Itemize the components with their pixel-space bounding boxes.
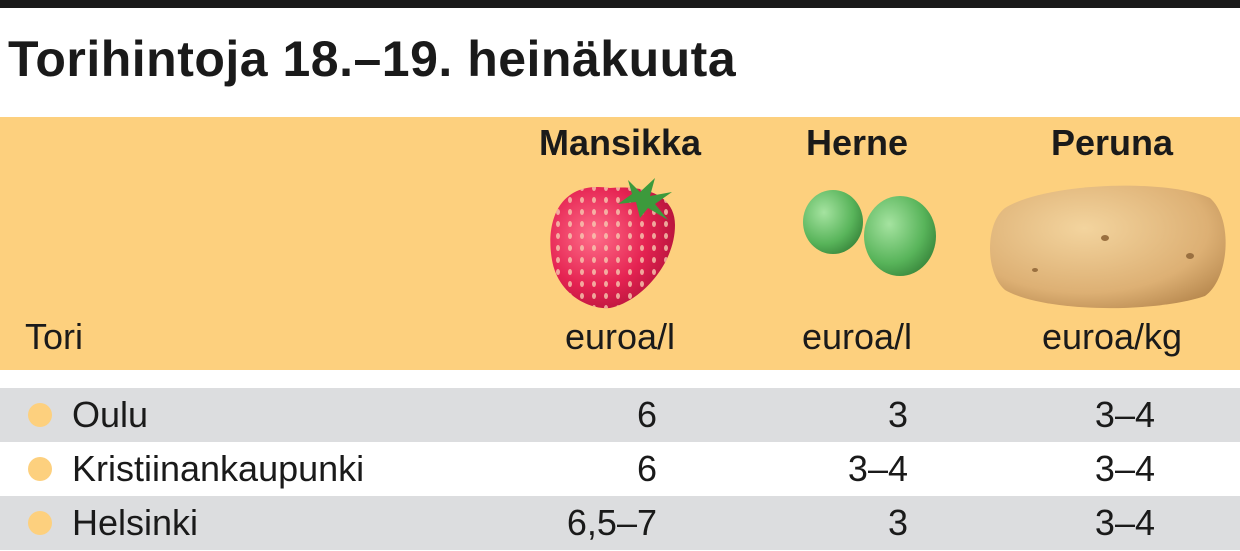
unit: euroa/l [801, 316, 913, 357]
market-name: Kristiinankaupunki [72, 448, 365, 489]
table-row [0, 388, 1240, 442]
table-row [0, 496, 1240, 550]
bullet [28, 403, 52, 427]
price: 6,5–7 [566, 502, 657, 543]
market-name: Helsinki [72, 502, 199, 543]
price: 3 [887, 502, 908, 543]
price: 3 [887, 394, 908, 435]
price: 6 [636, 394, 657, 435]
column-header: Tori [25, 316, 84, 357]
price: 6 [636, 448, 657, 489]
market-name: Oulu [72, 394, 149, 435]
bullet [28, 457, 52, 481]
unit: euroa/kg [1041, 316, 1183, 357]
price: 3–4 [1094, 394, 1155, 435]
top-bar [0, 0, 1240, 8]
price: 3–4 [1094, 502, 1155, 543]
column-header: Mansikka [538, 122, 702, 163]
bullet [28, 511, 52, 535]
strawberry-icon [550, 178, 675, 309]
potato-icon [990, 185, 1226, 309]
unit: euroa/l [564, 316, 676, 357]
title: Torihintoja 18.–19. heinäkuuta [8, 31, 737, 87]
price: 3–4 [1094, 448, 1155, 489]
column-header: Herne [805, 122, 909, 163]
price: 3–4 [847, 448, 908, 489]
pea-icon [803, 190, 936, 276]
column-header: Peruna [1050, 122, 1174, 163]
